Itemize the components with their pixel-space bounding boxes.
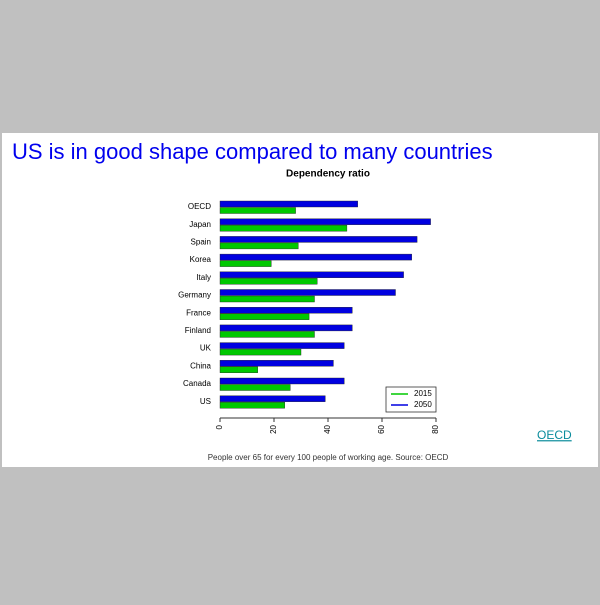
y-tick-label: Japan: [189, 220, 211, 229]
x-tick-label: 60: [377, 424, 386, 433]
bar: [219, 253, 412, 261]
caption: People over 65 for every 100 people of w…: [208, 453, 449, 462]
bar: [219, 324, 353, 332]
bar: [219, 200, 358, 208]
bar: [219, 260, 272, 267]
bar: [219, 348, 302, 356]
y-tick-label: Italy: [196, 273, 211, 282]
y-tick-label: France: [186, 308, 211, 317]
y-tick-label: US: [200, 397, 211, 406]
bar: [219, 377, 345, 385]
link[interactable]: OECD: [537, 428, 572, 442]
bar: [219, 331, 315, 338]
y-tick-label: China: [190, 361, 211, 370]
bar: [219, 224, 348, 232]
chart-title: Dependency ratio: [286, 169, 370, 180]
x-tick-label: 20: [269, 424, 278, 433]
legend-label: 2015: [414, 389, 432, 398]
bar: [219, 366, 258, 373]
bar: [219, 384, 291, 391]
bar: [219, 218, 431, 225]
bar: [219, 207, 296, 214]
bar: [219, 360, 334, 367]
legend-box: [385, 386, 437, 413]
y-tick-label: Finland: [185, 326, 211, 335]
bar: [219, 242, 299, 250]
bar: [219, 313, 310, 320]
y-tick-label: Canada: [183, 379, 212, 388]
slide-title: US is in good shape compared to many cou…: [12, 139, 493, 164]
bar: [219, 307, 353, 314]
bar: [219, 395, 326, 402]
y-tick-label: UK: [200, 344, 212, 353]
bar: [219, 295, 315, 303]
bar: [219, 278, 318, 285]
bar: [219, 236, 418, 243]
x-tick-label: 0: [215, 424, 224, 429]
x-tick-label: 40: [323, 424, 332, 433]
bar: [219, 271, 404, 278]
y-tick-label: Germany: [178, 291, 211, 300]
y-tick-label: OECD: [188, 202, 211, 211]
y-tick-label: Spain: [191, 238, 211, 247]
bar: [219, 289, 396, 296]
y-tick-label: Korea: [190, 255, 212, 264]
legend-label: 2050: [414, 400, 432, 409]
bar: [219, 402, 286, 409]
bar: [219, 342, 345, 349]
x-tick-label: 80: [431, 424, 440, 433]
